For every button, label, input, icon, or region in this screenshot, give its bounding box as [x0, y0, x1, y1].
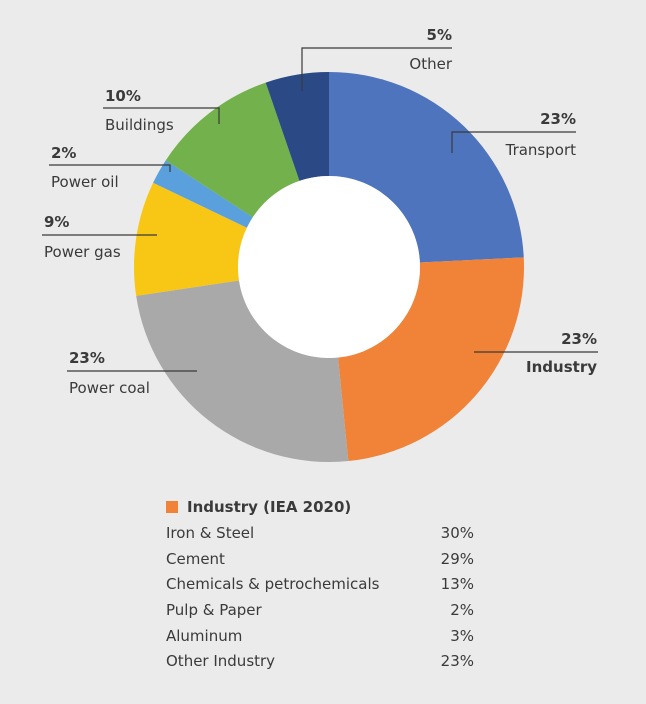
slice-value-transport: 23%: [540, 110, 576, 128]
slice-value-power-gas: 9%: [44, 213, 69, 231]
row-label: Pulp & Paper: [166, 600, 262, 619]
table-row: Pulp & Paper 2%: [166, 597, 486, 623]
slice-value-industry: 23%: [561, 330, 597, 348]
slice-power-oil: [153, 160, 253, 228]
table-row: Cement 29%: [166, 546, 486, 572]
row-label: Chemicals & petrochemicals: [166, 575, 380, 594]
industry-breakdown-title: Industry (IEA 2020): [187, 498, 352, 516]
slice-label-buildings: Buildings: [105, 116, 174, 134]
slice-label-power-gas: Power gas: [44, 243, 121, 261]
table-row: Iron & Steel 30%: [166, 520, 486, 546]
slice-buildings: [165, 82, 300, 218]
slice-power-coal: [136, 280, 349, 462]
table-row: Chemicals & petrochemicals 13%: [166, 571, 486, 597]
row-value: 13%: [440, 575, 474, 594]
row-label: Other Industry: [166, 652, 276, 671]
row-value: 3%: [450, 626, 474, 645]
slice-value-buildings: 10%: [105, 87, 141, 105]
slice-transport: [329, 72, 524, 263]
slice-value-power-oil: 2%: [51, 144, 76, 162]
row-label: Aluminum: [166, 626, 243, 645]
row-label: Iron & Steel: [166, 523, 255, 542]
row-value: 29%: [440, 549, 474, 568]
slice-value-power-coal: 23%: [69, 349, 105, 367]
leader-line-other: [301, 47, 452, 91]
leader-line-power-oil: [49, 164, 171, 172]
leader-line-transport: [451, 131, 576, 153]
table-row: Other Industry 23%: [166, 648, 486, 674]
table-row: Aluminum 3%: [166, 623, 486, 649]
slice-label-industry: Industry: [526, 358, 597, 376]
row-label: Cement: [166, 549, 225, 568]
donut-hole: [238, 176, 420, 358]
row-value: 30%: [440, 523, 474, 542]
slice-value-other: 5%: [427, 26, 452, 44]
slice-label-transport: Transport: [505, 141, 577, 159]
slice-power-gas: [134, 182, 247, 296]
slice-label-other: Other: [409, 55, 452, 73]
row-value: 2%: [450, 600, 474, 619]
leader-line-buildings: [103, 107, 220, 124]
industry-color-swatch: [166, 501, 178, 513]
row-value: 23%: [440, 652, 474, 671]
slice-industry: [338, 257, 524, 462]
industry-breakdown-title-row: Industry (IEA 2020): [166, 494, 486, 520]
slice-label-power-coal: Power coal: [69, 379, 150, 397]
slice-label-power-oil: Power oil: [51, 173, 119, 191]
slice-other: [265, 72, 329, 181]
industry-breakdown-table: Industry (IEA 2020) Iron & Steel 30% Cem…: [166, 494, 486, 674]
